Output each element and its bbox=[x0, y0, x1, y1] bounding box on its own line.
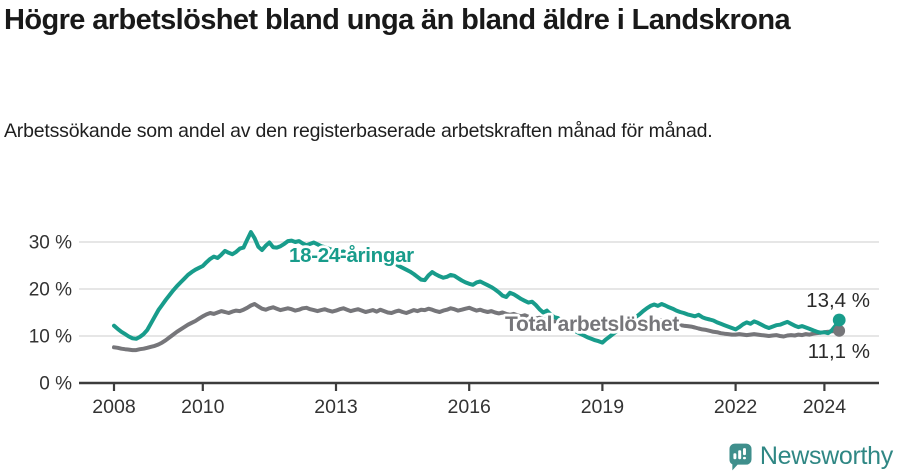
end-dot-total bbox=[833, 324, 846, 337]
y-tick-label: 20 % bbox=[29, 280, 72, 301]
series-label-total: Total arbetslöshet bbox=[505, 313, 679, 336]
series-label-young: 18-24-åringar bbox=[289, 244, 414, 267]
y-tick-label: 30 % bbox=[29, 233, 72, 254]
end-value-label: 11,1 % bbox=[808, 340, 870, 363]
x-tick-label: 2022 bbox=[714, 396, 757, 418]
newsworthy-logo-icon bbox=[729, 443, 752, 470]
x-tick-label: 2024 bbox=[803, 396, 847, 418]
x-tick-label: 2016 bbox=[448, 396, 491, 418]
end-value-label: 13,4 % bbox=[806, 289, 870, 312]
end-dot-young bbox=[832, 313, 846, 327]
line-chart: 0 % 10 % 20 % 30 % 2008 2010 2013 2016 2019 2022 2… bbox=[29, 230, 879, 418]
x-tick-label: 2013 bbox=[314, 396, 357, 418]
page-title: Högre arbetslöshet bland unga än bland ä… bbox=[4, 4, 791, 36]
x-tick-label: 2010 bbox=[181, 396, 225, 418]
brand-name: Newsworthy bbox=[759, 442, 893, 470]
x-tick-label: 2008 bbox=[92, 396, 135, 418]
series-line-young bbox=[112, 230, 842, 345]
x-tick-label: 2019 bbox=[581, 396, 624, 418]
page-subtitle: Arbetssökande som andel av den registerb… bbox=[4, 120, 713, 142]
y-tick-label: 10 % bbox=[29, 327, 72, 348]
series-line-total bbox=[112, 302, 842, 353]
footer-brand: Newsworthy bbox=[729, 442, 893, 471]
y-tick-label: 0 % bbox=[39, 374, 72, 395]
